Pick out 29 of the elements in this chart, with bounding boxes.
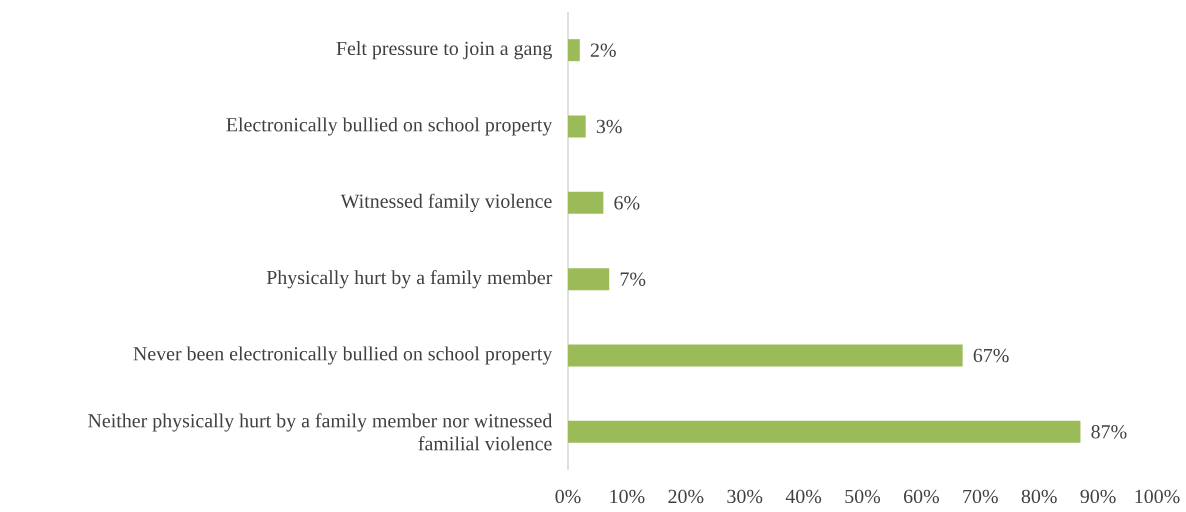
- y-tick-label: Physically hurt by a family member: [266, 270, 553, 289]
- y-tick-label: Neither physically hurt by a family member nor witnessed familial violence: [88, 413, 553, 451]
- x-tick-label: 30%: [727, 489, 763, 504]
- x-tick-label: 10%: [610, 489, 645, 504]
- y-tick-label: Electronically bullied on school property: [226, 117, 553, 136]
- y-tick-label: Witnessed family violence: [340, 193, 552, 212]
- x-tick-label: 80%: [1021, 489, 1057, 504]
- x-tick-label: 60%: [904, 489, 939, 504]
- bar: [568, 39, 580, 62]
- x-tick-label: 0%: [555, 489, 581, 504]
- data-label: 87%: [1091, 425, 1127, 439]
- bar: [568, 191, 604, 214]
- bar: [568, 268, 610, 291]
- y-tick-label: Felt pressure to join a gang: [336, 41, 552, 60]
- bar: [568, 344, 963, 367]
- x-tick-label: 100%: [1135, 489, 1180, 504]
- data-label: 67%: [973, 348, 1009, 363]
- x-tick-label: 40%: [785, 489, 822, 504]
- bar: [568, 420, 1081, 443]
- x-tick-label: 70%: [963, 489, 998, 504]
- x-tick-label: 20%: [668, 489, 704, 504]
- data-label: 2%: [590, 43, 616, 57]
- y-tick-label: Never been electronically bullied on school property: [133, 346, 553, 365]
- data-label: 3%: [596, 119, 622, 134]
- data-label: 7%: [620, 272, 646, 286]
- bar: [568, 115, 586, 138]
- x-tick-label: 50%: [845, 489, 881, 504]
- data-label: 6%: [614, 196, 640, 210]
- x-tick-label: 90%: [1080, 489, 1116, 504]
